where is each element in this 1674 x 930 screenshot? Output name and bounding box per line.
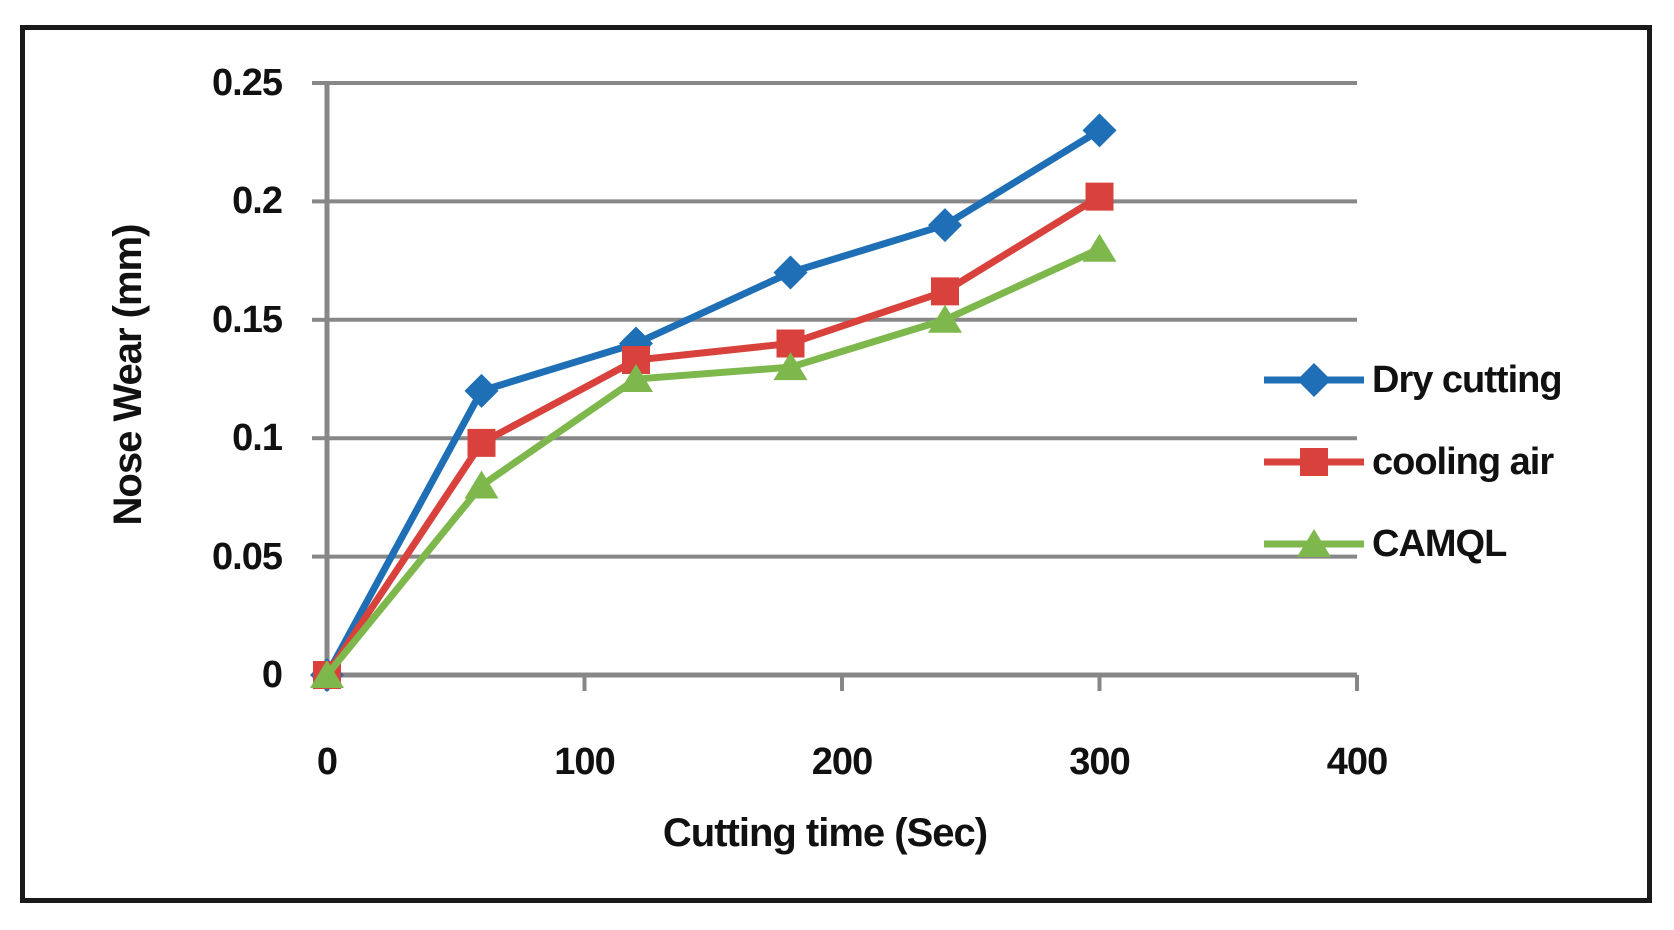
x-tick-label: 100 bbox=[554, 741, 615, 783]
legend-label: cooling air bbox=[1372, 440, 1554, 483]
y-axis-title: Nose Wear (mm) bbox=[106, 224, 150, 526]
y-tick-label: 0 bbox=[261, 654, 283, 696]
legend-label: CAMQL bbox=[1372, 522, 1507, 565]
y-tick-label: 0.15 bbox=[212, 298, 283, 341]
camql-triangle-marker-icon bbox=[773, 352, 808, 381]
camql-triangle-marker-icon bbox=[464, 470, 499, 499]
y-tick-label: 0.25 bbox=[212, 62, 283, 104]
series-line-dry-cutting bbox=[323, 127, 1102, 677]
x-tick-label: 400 bbox=[1326, 741, 1388, 783]
y-tick-label: 0.1 bbox=[232, 417, 283, 460]
dry-cutting-diamond-marker-icon bbox=[928, 208, 962, 243]
dry-cutting-diamond-marker-icon bbox=[773, 255, 808, 290]
legend-item-cooling-air: cooling air bbox=[1264, 434, 1554, 490]
cooling-air-legend-square-icon bbox=[1264, 448, 1364, 476]
dry-cutting-legend-diamond-icon bbox=[1264, 363, 1364, 397]
camql-triangle-marker-icon bbox=[928, 304, 962, 333]
cooling-air-square-marker-icon bbox=[931, 277, 959, 306]
cooling-air-square-marker-icon bbox=[622, 346, 650, 375]
x-tick-label: 300 bbox=[1069, 741, 1130, 783]
legend-item-dry-cutting: Dry cutting bbox=[1264, 352, 1563, 408]
legend-item-camql: CAMQL bbox=[1264, 516, 1507, 572]
figure-frame bbox=[20, 25, 1652, 903]
camql-triangle-marker-icon bbox=[1082, 233, 1117, 262]
legend-label: Dry cutting bbox=[1372, 358, 1563, 401]
x-tick-label: 200 bbox=[811, 741, 873, 783]
camql-legend-triangle-icon bbox=[1264, 529, 1364, 557]
series-line-camql bbox=[324, 245, 1101, 678]
camql-triangle-marker-icon bbox=[310, 660, 344, 688]
y-tick-label: 0.05 bbox=[212, 535, 283, 578]
y-tick-label: 0.2 bbox=[232, 180, 283, 223]
dry-cutting-diamond-marker-icon bbox=[1082, 113, 1117, 148]
cooling-air-square-marker-icon bbox=[1085, 182, 1114, 211]
dry-cutting-diamond-marker-icon bbox=[464, 373, 499, 408]
series-line-cooling-air bbox=[324, 193, 1102, 677]
cooling-air-square-marker-icon bbox=[776, 329, 805, 358]
x-axis-title: Cutting time (Sec) bbox=[662, 811, 988, 855]
cooling-air-square-marker-icon bbox=[467, 428, 496, 457]
x-tick-label: 0 bbox=[316, 741, 338, 783]
camql-triangle-marker-icon bbox=[619, 364, 653, 392]
